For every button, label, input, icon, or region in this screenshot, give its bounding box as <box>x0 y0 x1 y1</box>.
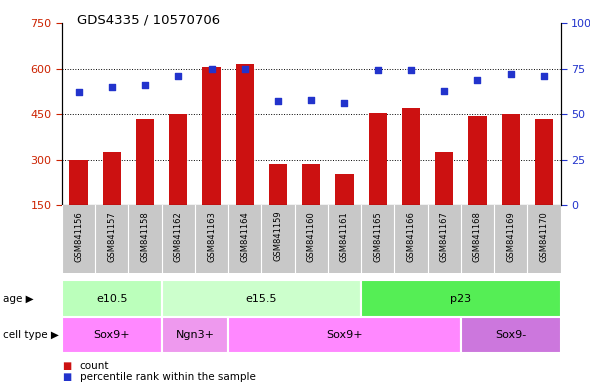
Bar <box>228 317 461 353</box>
Text: Sox9+: Sox9+ <box>326 330 363 340</box>
Text: cell type ▶: cell type ▶ <box>3 330 59 340</box>
Point <box>440 88 449 94</box>
Text: GSM841170: GSM841170 <box>539 211 548 262</box>
Point <box>206 66 216 72</box>
Text: e15.5: e15.5 <box>245 293 277 304</box>
Bar <box>136 119 154 205</box>
Point <box>74 89 83 95</box>
Bar <box>70 160 88 205</box>
Point <box>373 68 382 74</box>
Text: GSM841163: GSM841163 <box>207 211 216 262</box>
Text: Sox9+: Sox9+ <box>93 330 130 340</box>
Text: GSM841156: GSM841156 <box>74 211 83 262</box>
Point <box>240 66 250 72</box>
Text: GSM841158: GSM841158 <box>140 211 149 262</box>
Text: GDS4335 / 10570706: GDS4335 / 10570706 <box>77 13 220 26</box>
Point <box>140 82 150 88</box>
Text: Sox9-: Sox9- <box>495 330 526 340</box>
Text: percentile rank within the sample: percentile rank within the sample <box>80 372 255 382</box>
Bar <box>169 114 188 205</box>
Text: GSM841167: GSM841167 <box>440 211 448 262</box>
Bar <box>369 113 387 205</box>
Point <box>307 97 316 103</box>
Point <box>107 84 116 90</box>
Text: GSM841166: GSM841166 <box>407 211 415 262</box>
Bar <box>162 280 361 317</box>
Bar <box>235 64 254 205</box>
Text: ■: ■ <box>62 361 71 371</box>
Bar <box>202 67 221 205</box>
Text: GSM841168: GSM841168 <box>473 211 482 262</box>
Bar <box>502 114 520 205</box>
Point <box>173 73 183 79</box>
Bar <box>269 164 287 205</box>
Text: GSM841164: GSM841164 <box>240 211 249 262</box>
Text: GSM841159: GSM841159 <box>274 211 283 262</box>
Point <box>406 68 415 74</box>
Text: ■: ■ <box>62 372 71 382</box>
Text: e10.5: e10.5 <box>96 293 127 304</box>
Text: GSM841157: GSM841157 <box>107 211 116 262</box>
Bar <box>62 280 162 317</box>
Text: GSM841169: GSM841169 <box>506 211 515 262</box>
Bar <box>535 119 553 205</box>
Point <box>273 98 283 104</box>
Bar <box>103 152 121 205</box>
Point <box>506 71 516 77</box>
Bar <box>335 174 353 205</box>
Text: p23: p23 <box>450 293 471 304</box>
Text: Ngn3+: Ngn3+ <box>175 330 214 340</box>
Text: GSM841165: GSM841165 <box>373 211 382 262</box>
Point <box>473 76 482 83</box>
Bar <box>468 116 487 205</box>
Text: count: count <box>80 361 109 371</box>
Bar <box>162 317 228 353</box>
Text: age ▶: age ▶ <box>3 293 34 304</box>
Text: GSM841160: GSM841160 <box>307 211 316 262</box>
Bar <box>361 280 560 317</box>
Bar <box>62 317 162 353</box>
Text: GSM841162: GSM841162 <box>174 211 183 262</box>
Bar <box>402 108 420 205</box>
Bar <box>302 164 320 205</box>
Text: GSM841161: GSM841161 <box>340 211 349 262</box>
Point <box>340 100 349 106</box>
Bar <box>435 152 453 205</box>
Point <box>539 73 549 79</box>
Bar <box>461 317 560 353</box>
